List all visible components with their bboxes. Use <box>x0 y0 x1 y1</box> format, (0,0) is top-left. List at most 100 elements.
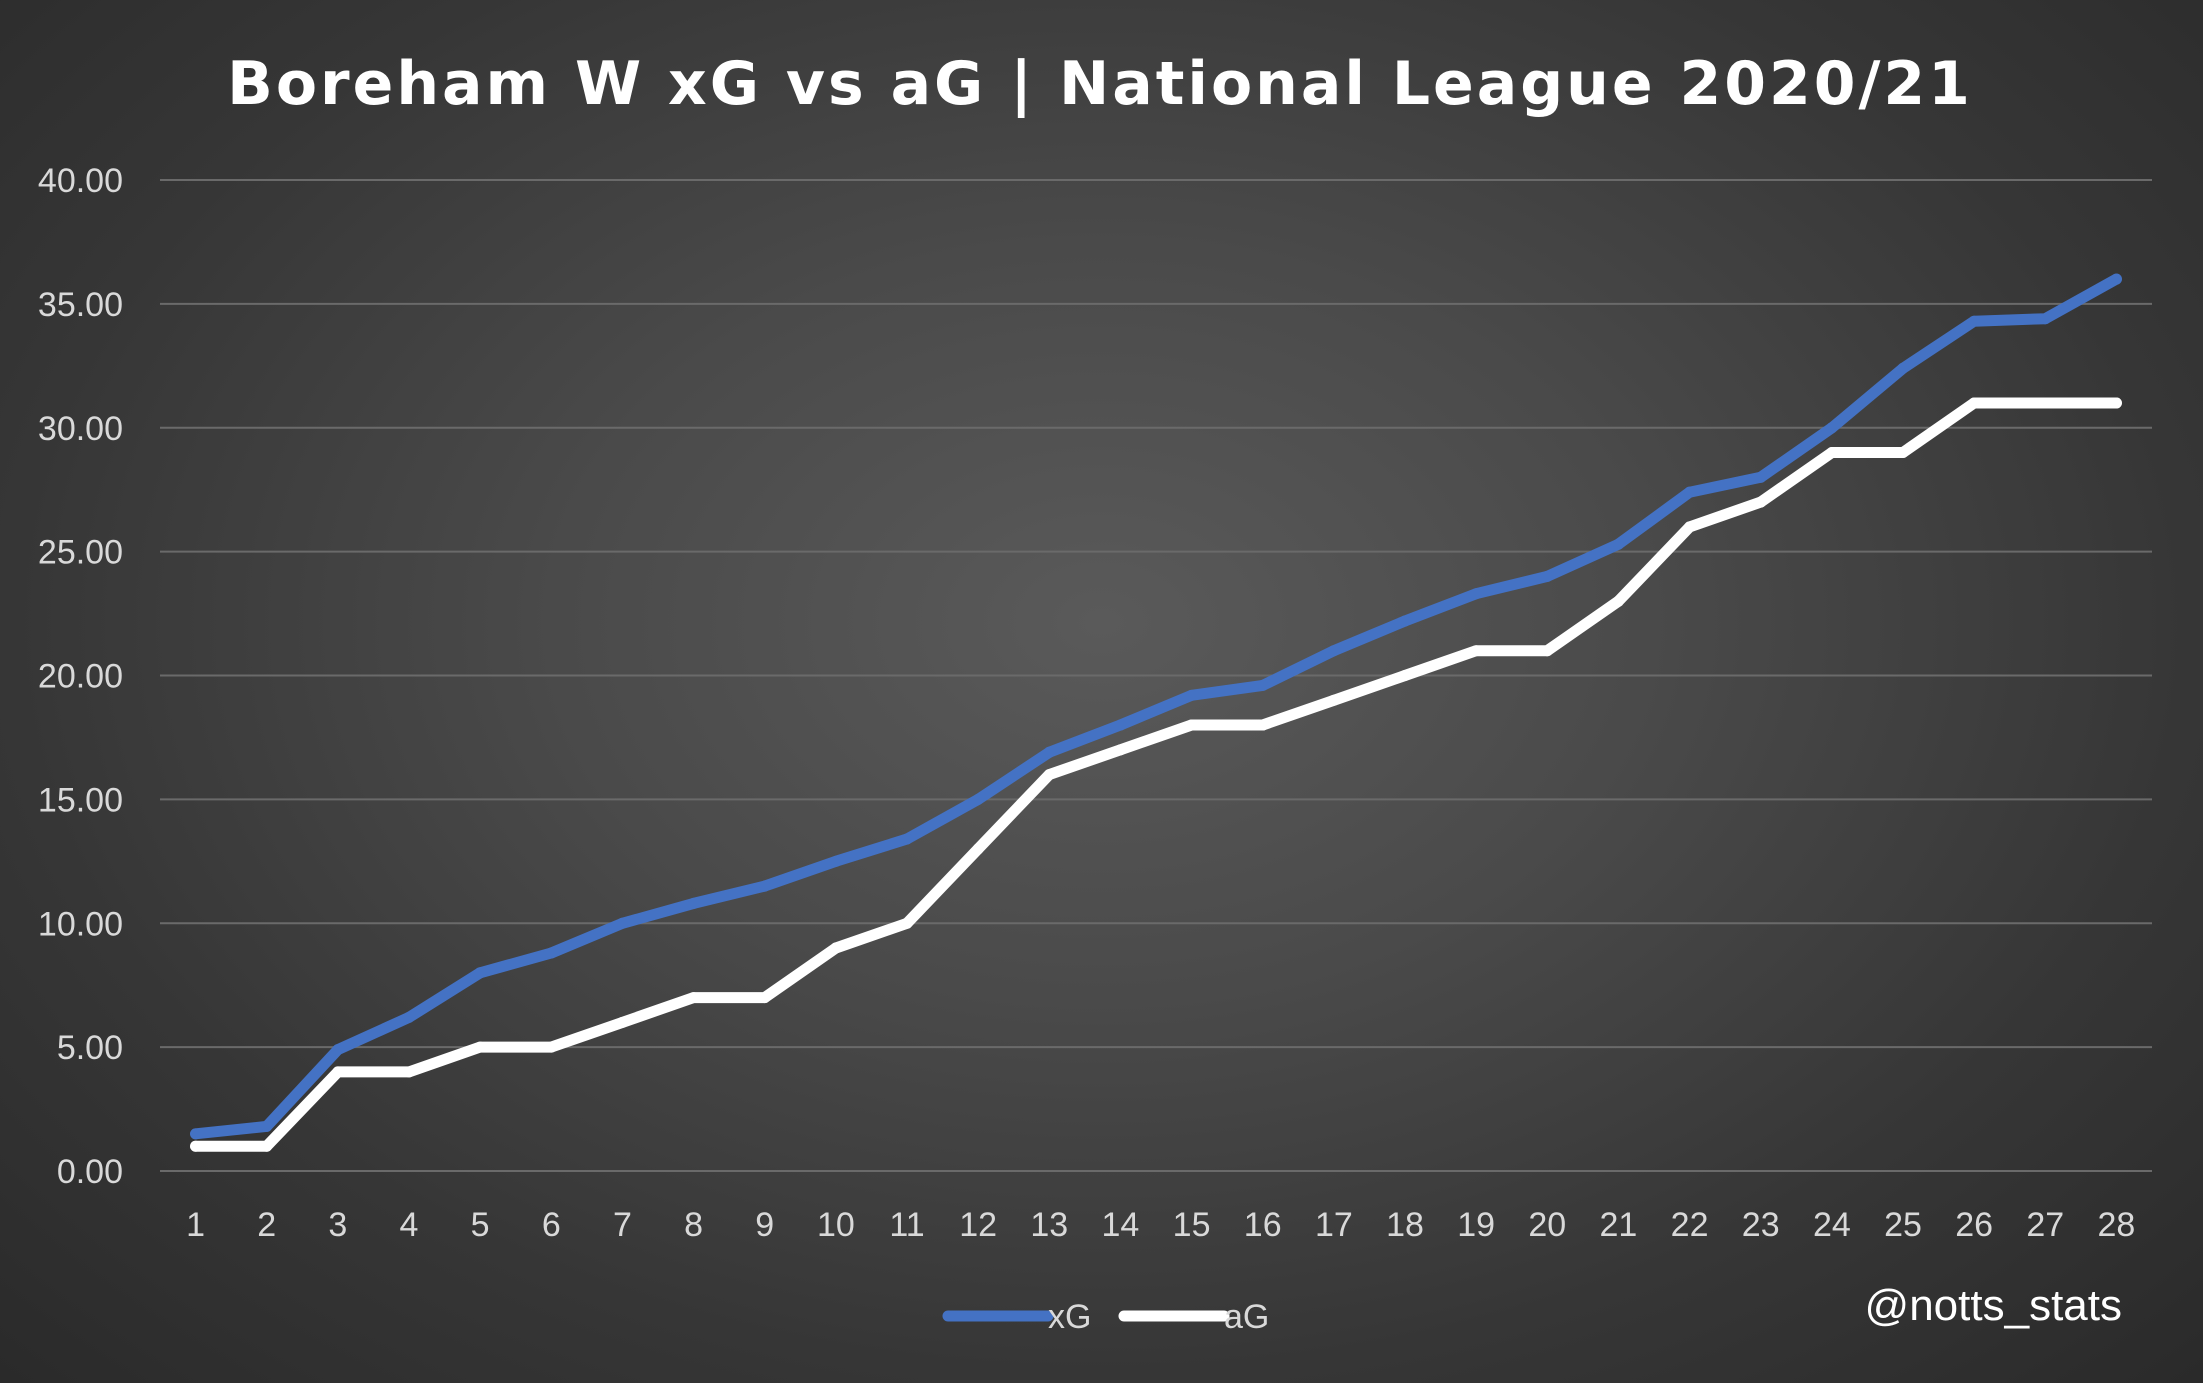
data-point-xG <box>688 897 700 909</box>
data-point-xG <box>261 1120 273 1132</box>
x-tick-label: 15 <box>1173 1206 1211 1244</box>
gridlines <box>160 179 2152 1172</box>
x-tick-label: 8 <box>684 1206 703 1244</box>
data-point-aG <box>1470 645 1482 657</box>
data-point-xG <box>901 833 913 845</box>
data-point-xG <box>2039 313 2051 325</box>
x-tick-label: 25 <box>1884 1206 1922 1244</box>
x-tick-label: 1 <box>186 1206 205 1244</box>
data-point-aG <box>190 1140 202 1152</box>
data-point-xG <box>1470 588 1482 600</box>
chart-title: Boreham W xG vs aG | National League 202… <box>227 49 1973 119</box>
y-tick-label: 5.00 <box>57 1029 123 1067</box>
data-point-aG <box>1897 447 1909 459</box>
y-tick-label: 30.00 <box>38 410 123 448</box>
x-tick-label: 6 <box>542 1206 561 1244</box>
y-tick-label: 0.00 <box>57 1153 123 1191</box>
x-tick-label: 4 <box>400 1206 419 1244</box>
x-tick-label: 22 <box>1671 1206 1709 1244</box>
data-point-xG <box>616 917 628 929</box>
data-point-xG <box>972 793 984 805</box>
x-tick-label: 5 <box>471 1206 490 1244</box>
data-point-xG <box>759 880 771 892</box>
y-tick-label: 15.00 <box>38 781 123 819</box>
x-tick-label: 9 <box>755 1206 774 1244</box>
series-line-aG <box>190 397 2122 1152</box>
x-tick-label: 11 <box>889 1206 924 1244</box>
data-point-xG <box>1043 746 1055 758</box>
x-tick-label: 18 <box>1386 1206 1424 1244</box>
data-point-aG <box>1755 496 1767 508</box>
data-point-aG <box>1826 447 1838 459</box>
x-tick-label: 13 <box>1030 1206 1068 1244</box>
data-point-aG <box>474 1041 486 1053</box>
x-tick-label: 7 <box>613 1206 632 1244</box>
x-tick-label: 2 <box>257 1206 276 1244</box>
series-line-xG <box>190 273 2122 1140</box>
x-tick-label: 21 <box>1600 1206 1638 1244</box>
data-point-xG <box>1684 486 1696 498</box>
data-point-aG <box>901 917 913 929</box>
data-point-xG <box>1826 422 1838 434</box>
y-tick-label: 25.00 <box>38 534 123 572</box>
data-point-xG <box>1612 538 1624 550</box>
x-tick-label: 24 <box>1813 1206 1851 1244</box>
x-tick-label: 12 <box>959 1206 997 1244</box>
x-tick-label: 26 <box>1955 1206 1993 1244</box>
x-tick-label: 16 <box>1244 1206 1282 1244</box>
data-point-aG <box>545 1041 557 1053</box>
data-point-aG <box>332 1066 344 1078</box>
data-point-xG <box>545 947 557 959</box>
x-tick-label: 23 <box>1742 1206 1780 1244</box>
y-tick-label: 20.00 <box>38 658 123 696</box>
data-point-aG <box>1043 769 1055 781</box>
data-point-xG <box>1186 689 1198 701</box>
data-point-xG <box>332 1044 344 1056</box>
data-point-xG <box>403 1011 415 1023</box>
data-point-aG <box>1968 397 1980 409</box>
data-point-xG <box>190 1128 202 1140</box>
data-point-xG <box>1399 615 1411 627</box>
data-point-xG <box>474 967 486 979</box>
y-tick-label: 35.00 <box>38 286 123 324</box>
x-axis-tick-labels: 1 2 3 4 5 6 7 8 9 10 11 12 13 14 15 16 17 18 19 20 21 22 23 24 2… <box>186 1206 2135 1244</box>
data-point-xG <box>1114 719 1126 731</box>
x-tick-label: 20 <box>1528 1206 1566 1244</box>
y-tick-label: 10.00 <box>38 905 123 943</box>
data-point-aG <box>972 843 984 855</box>
data-point-aG <box>688 992 700 1004</box>
data-point-aG <box>1257 719 1269 731</box>
series-lines <box>190 273 2122 1152</box>
data-point-aG <box>261 1140 273 1152</box>
data-point-aG <box>1541 645 1553 657</box>
data-point-xG <box>1897 362 1909 374</box>
data-point-aG <box>2039 397 2051 409</box>
x-tick-label: 27 <box>2026 1206 2064 1244</box>
watermark-handle: @notts_stats <box>1865 1281 2122 1330</box>
data-point-xG <box>1257 679 1269 691</box>
data-point-aG <box>1399 670 1411 681</box>
data-point-xG <box>1968 315 1980 327</box>
data-point-aG <box>616 1016 628 1028</box>
x-tick-label: 17 <box>1315 1206 1353 1244</box>
legend: xG aG <box>942 1298 1269 1336</box>
data-point-xG <box>2110 273 2122 285</box>
data-point-aG <box>1114 744 1126 756</box>
x-tick-label: 14 <box>1102 1206 1140 1244</box>
legend-label-xG: xG <box>1048 1298 1091 1336</box>
data-point-aG <box>2110 397 2122 409</box>
y-tick-label: 40.00 <box>38 162 123 200</box>
x-tick-label: 28 <box>2098 1206 2136 1244</box>
legend-label-aG: aG <box>1224 1298 1269 1336</box>
data-point-aG <box>1684 521 1696 533</box>
data-point-aG <box>830 942 842 954</box>
data-point-aG <box>1328 694 1340 706</box>
y-axis-tick-labels: 0.00 5.00 10.00 15.00 20.00 25.00 30.00 35.00 40… <box>38 162 123 1191</box>
x-tick-label: 19 <box>1457 1206 1495 1244</box>
data-point-xG <box>1541 570 1553 582</box>
data-point-aG <box>1612 595 1624 607</box>
data-point-xG <box>1755 471 1767 483</box>
data-point-aG <box>1186 719 1198 731</box>
